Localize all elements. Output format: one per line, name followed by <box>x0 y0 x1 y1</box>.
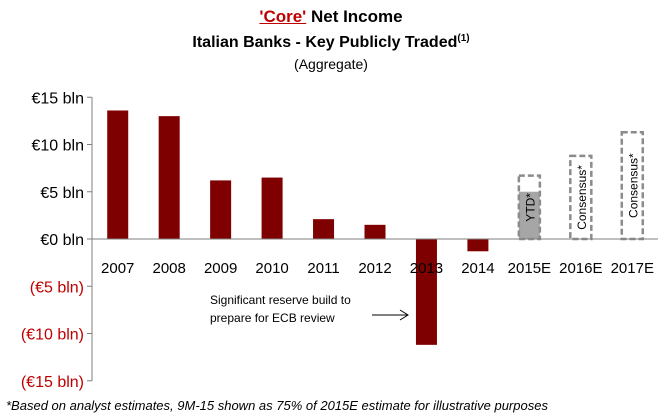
y-tick-label: €5 bln <box>40 185 84 202</box>
x-tick-label: 2010 <box>255 260 288 277</box>
x-tick-label: 2007 <box>101 260 134 277</box>
bar <box>313 219 335 239</box>
chart-note: (Aggregate) <box>294 56 368 72</box>
bar <box>415 239 437 345</box>
chart-title-highlight: 'Core' <box>259 7 307 26</box>
x-tick-label: 2012 <box>358 260 391 277</box>
annotation-arrow-head <box>399 309 409 321</box>
bar <box>107 110 129 239</box>
x-tick-label: 2009 <box>204 260 237 277</box>
chart-title-rest: Net Income <box>306 7 403 26</box>
chart-subtitle-text: Italian Banks - Key Publicly Traded <box>192 34 458 51</box>
x-tick-label: 2008 <box>152 260 185 277</box>
y-tick-label: (€15 bln) <box>21 374 84 391</box>
chart-title: 'Core' Net Income <box>0 6 662 28</box>
estimate-label: Consensus* <box>626 153 640 218</box>
x-tick-label: 2016E <box>559 260 602 277</box>
bar <box>158 116 180 239</box>
y-tick-label: €10 bln <box>32 138 85 155</box>
estimate-box <box>569 154 593 241</box>
x-tick-label: 2015E <box>508 260 551 277</box>
bar <box>467 239 489 252</box>
ytd-bar <box>518 191 540 239</box>
x-tick-label: 2011 <box>307 260 339 277</box>
y-tick-label: €0 bln <box>40 232 84 249</box>
bar <box>261 177 283 239</box>
chart-title-block: 'Core' Net Income Italian Banks - Key Pu… <box>0 6 662 74</box>
annotation-line-2: prepare for ECB review <box>210 311 335 325</box>
bar <box>364 224 386 239</box>
chart-subtitle-footnote-ref: (1) <box>457 33 470 44</box>
bar <box>210 180 232 239</box>
estimate-label: YTD* <box>523 193 537 222</box>
estimate-label: Consensus* <box>575 165 589 230</box>
y-tick-label: €15 bln <box>32 90 85 107</box>
x-tick-label: 2013 <box>410 260 443 277</box>
footnote: *Based on analyst estimates, 9M-15 shown… <box>6 398 548 413</box>
y-tick-label: (€10 bln) <box>21 327 84 344</box>
annotation-line-1: Significant reserve build to <box>210 293 351 307</box>
x-tick-label: 2014 <box>461 260 494 277</box>
x-tick-label: 2017E <box>611 260 654 277</box>
chart-subtitle: Italian Banks - Key Publicly Traded(1) <box>0 28 662 54</box>
y-tick-label: (€5 bln) <box>30 279 84 296</box>
